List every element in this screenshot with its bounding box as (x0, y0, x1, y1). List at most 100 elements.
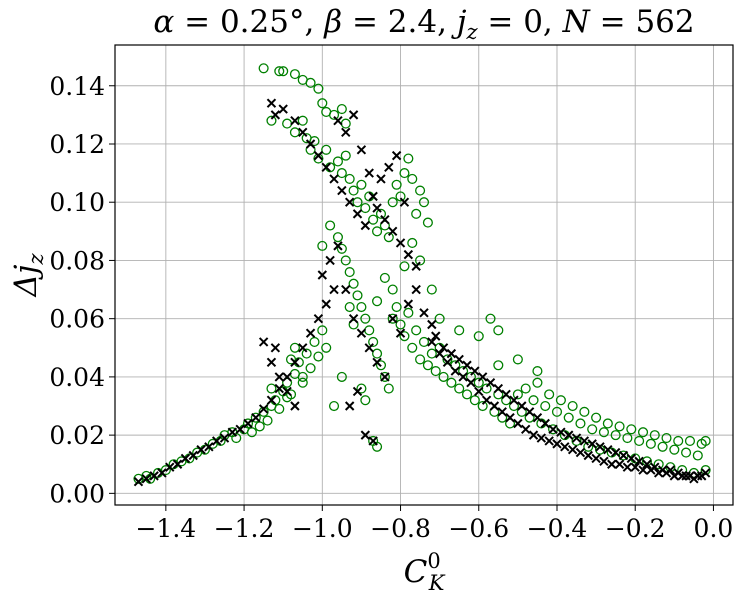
scatter-point-circle (352, 290, 363, 301)
scatter-point-x (399, 197, 410, 207)
scatter-point-circle (344, 173, 355, 184)
axis-ticks: −1.4 −1.2 −1.0 −0.8 −0.6 −0.4 −0.2 0.0 0.00 0.02 0… (49, 72, 733, 543)
scatter-point-x (520, 424, 531, 435)
x-tick-label: −1.2 (214, 514, 275, 543)
scatter-point-x (466, 378, 476, 388)
scatter-point-circle (383, 383, 394, 394)
scatter-point-x (388, 313, 398, 324)
scatter-point-circle (262, 415, 273, 426)
scatter-point-x (603, 444, 613, 455)
scatter-point-circle (692, 450, 703, 461)
scatter-point-circle (344, 267, 355, 278)
scatter-point-circle (563, 412, 574, 423)
scatter-point-circle (673, 435, 684, 446)
scatter-point-circle (461, 389, 473, 400)
scatter-point-circle (422, 217, 433, 228)
scatter-point-circle (250, 412, 261, 423)
scatter-point-circle (442, 354, 453, 365)
scatter-point-x (575, 447, 586, 458)
scatter-point-x (266, 98, 277, 108)
scatter-point-circle (473, 331, 484, 342)
scatter-point-x (333, 115, 343, 126)
scatter-point-circle (520, 383, 531, 394)
scatter-point-circle (602, 418, 613, 429)
scatter-point-circle (282, 392, 293, 403)
scatter-point-circle (278, 66, 289, 77)
scatter-point-x (697, 471, 707, 481)
scatter-point-x (556, 427, 566, 437)
scatter-point-x (595, 442, 605, 452)
scatter-point-circle (411, 208, 422, 219)
scatter-point-x (196, 444, 206, 455)
scatter-point-circle (626, 424, 637, 435)
scatter-point-x (274, 372, 284, 382)
scatter-point-circle (258, 406, 269, 417)
scatter-point-x (634, 456, 644, 467)
scatter-point-x (587, 439, 597, 449)
scatter-point-circle (473, 377, 484, 388)
scatter-point-circle (399, 331, 410, 342)
scatter-point-x (352, 209, 363, 219)
scatter-point-circle (516, 406, 527, 417)
scatter-point-x (149, 471, 159, 481)
scatter-point-circle (305, 77, 316, 88)
scatter-point-circle (391, 179, 402, 190)
scatter-point-circle (485, 313, 496, 324)
scatter-point-circle (360, 395, 371, 406)
scatter-point-circle (501, 395, 512, 406)
scatter-point-x (427, 319, 437, 330)
scatter-point-x (610, 447, 621, 458)
scatter-point-circle (446, 377, 457, 388)
scatter-point-circle (387, 197, 398, 208)
scatter-point-x (258, 404, 269, 414)
scatter-point-circle (544, 389, 555, 400)
scatter-point-x (266, 357, 277, 368)
scatter-point-x (270, 343, 281, 353)
scatter-point-x (446, 348, 457, 359)
scatter-point-circle (266, 115, 277, 126)
scatter-point-x (235, 424, 245, 435)
scatter-point-circle (301, 348, 312, 359)
scatter-point-circle (477, 400, 488, 412)
scatter-point-x (364, 168, 374, 178)
scatter-point-x (290, 357, 300, 368)
scatter-point-x (630, 462, 640, 472)
scatter-point-circle (254, 421, 265, 432)
scatter-point-circle (309, 136, 320, 147)
scatter-point-circle (317, 98, 328, 109)
x-tick-label: −0.2 (605, 514, 666, 543)
scatter-point-circle (508, 400, 520, 412)
scatter-point-x (376, 174, 386, 184)
scatter-point-circle (551, 406, 563, 417)
scatter-point-x (434, 348, 445, 359)
scatter-point-x (298, 343, 308, 353)
scatter-point-x (505, 412, 515, 423)
y-tick-label: 0.08 (49, 246, 105, 275)
scatter-point-circle (317, 240, 328, 251)
scatter-point-x (380, 372, 390, 382)
scatter-point-circle (622, 432, 633, 444)
scatter-point-x (395, 238, 406, 248)
scatter-point-x (372, 203, 382, 213)
scatter-point-x (352, 386, 363, 397)
scatter-point-circle (379, 272, 390, 283)
scatter-point-circle (493, 389, 504, 400)
scatter-point-circle (274, 403, 285, 414)
scatter-point-x (583, 450, 593, 461)
scatter-point-x (626, 453, 637, 464)
scatter-point-x (341, 284, 351, 295)
scatter-point-x (442, 357, 453, 368)
scatter-point-x (431, 331, 441, 341)
scatter-point-circle (532, 366, 543, 377)
scatter-point-circle (587, 424, 598, 435)
scatter-point-circle (282, 377, 293, 388)
scatter-point-x (348, 313, 359, 324)
scatter-point-x (485, 378, 496, 388)
scatter-point-circle (379, 220, 390, 231)
scatter-point-circle (321, 144, 332, 155)
scatter-point-circle (356, 301, 367, 313)
scatter-point-circle (493, 360, 504, 371)
scatter-point-x (298, 127, 308, 138)
scatter-point-circle (700, 465, 711, 476)
